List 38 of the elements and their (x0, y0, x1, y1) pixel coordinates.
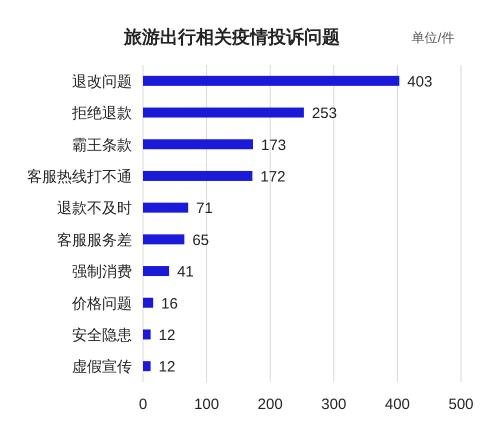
bar (143, 234, 184, 244)
y-tick-label: 强制消费 (72, 264, 132, 281)
x-tick-label: 100 (194, 396, 220, 413)
data-label: 16 (161, 295, 178, 312)
y-tick-label: 安全隐患 (72, 326, 132, 344)
data-label: 172 (260, 168, 286, 186)
y-tick-label: 霸王条款 (72, 136, 132, 154)
bar (143, 361, 151, 372)
x-tick-label: 400 (384, 396, 410, 413)
bar (143, 170, 252, 181)
bar (143, 76, 400, 86)
data-label: 65 (192, 232, 210, 249)
data-label: 12 (158, 326, 176, 344)
data-label: 173 (261, 136, 286, 154)
data-label: 71 (196, 200, 213, 218)
text: 单位/件 (412, 30, 454, 45)
bar (143, 298, 154, 308)
y-tick-label: 客服热线打不通 (27, 168, 132, 186)
bar (143, 202, 188, 213)
data-label: 403 (407, 73, 432, 90)
bar (143, 108, 304, 118)
chart-title: 旅游出行相关疫情投诉问题 (123, 27, 340, 47)
y-tick-label: 退改问题 (72, 73, 132, 90)
bar (143, 329, 151, 340)
x-tick-label: 300 (321, 396, 346, 413)
x-tick-label: 200 (258, 396, 283, 413)
x-tick-label: 500 (448, 396, 474, 413)
y-tick-label: 虚假宣传 (72, 358, 132, 376)
data-label: 41 (177, 264, 194, 281)
y-tick-label: 价格问题 (71, 295, 132, 312)
data-label: 253 (312, 105, 337, 122)
x-tick-label: 0 (138, 396, 148, 413)
y-tick-label: 退款不及时 (57, 200, 132, 218)
y-tick-label: 客服服务差 (57, 232, 132, 249)
bar (143, 139, 254, 150)
y-tick-label: 拒绝退款 (71, 105, 132, 122)
bar (143, 266, 170, 276)
data-label: 12 (158, 358, 176, 376)
